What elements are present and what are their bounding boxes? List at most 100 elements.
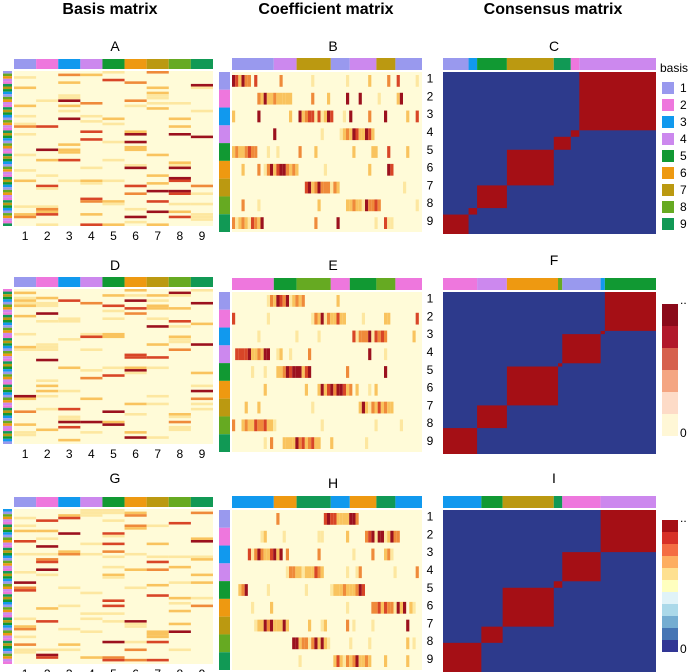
row-annotation-cell (3, 583, 12, 587)
heatmap-cell (102, 573, 125, 577)
heatmap-cell (292, 637, 296, 650)
heatmap-cell (336, 312, 340, 325)
heatmap-cell (247, 217, 251, 229)
heatmap-cell (314, 566, 318, 579)
heatmap-cell (323, 513, 327, 525)
heatmap-cell (368, 383, 372, 396)
sample-annotation-cell (232, 58, 274, 70)
heatmap-cell (244, 419, 248, 432)
heatmap-cell (308, 181, 312, 194)
colorbar-i-segment (662, 616, 678, 628)
basis-annotation-cell (80, 59, 103, 69)
basis-annotation-cell (36, 497, 59, 507)
heatmap-cell (260, 619, 264, 632)
heatmap-cell (292, 437, 296, 449)
heatmap-cell (263, 530, 267, 543)
heatmap-cell (238, 584, 242, 596)
row-annotation-cell (219, 616, 230, 635)
heatmap-cell (365, 437, 369, 449)
heatmap-cell (168, 630, 191, 633)
heatmap-cell (317, 199, 321, 212)
heatmap-cell (80, 120, 103, 123)
row-annotation-cell (3, 353, 12, 357)
consensus-block (600, 330, 605, 335)
row-annotation-cell (219, 107, 230, 126)
row-annotation-cell (3, 571, 12, 574)
heatmap-cell (352, 513, 356, 525)
heatmap-cell (124, 353, 147, 357)
heatmap-cell (58, 604, 81, 608)
heatmap-cell (232, 312, 236, 325)
heatmap-cell (102, 420, 125, 424)
heatmap-cell (146, 635, 169, 639)
heatmap-cell (58, 407, 81, 411)
heatmap-cell (263, 348, 267, 361)
row-annotation-cell (3, 314, 12, 318)
heatmap-cell (36, 379, 59, 382)
heatmap-cell (327, 637, 331, 650)
consensus-annotation-cell (481, 496, 503, 508)
heatmap-cell (257, 217, 261, 229)
consensus-annotation-cell (600, 278, 605, 290)
heatmap-cell (279, 366, 283, 378)
consensus-annotation-cell (502, 496, 554, 508)
sample-annotation-cell (376, 58, 396, 70)
heatmap-cell (36, 358, 59, 362)
sample-annotation-cell (395, 278, 422, 290)
row-annotation-cell (3, 560, 12, 564)
heatmap-cell (102, 78, 125, 82)
consensus-annotation-cell (562, 278, 601, 290)
heatmap-cell (260, 348, 264, 361)
heatmap-cell (190, 389, 213, 393)
colorbar-i-min-label: 0 (680, 642, 687, 656)
row-annotation-cell (3, 402, 12, 406)
heatmap-cell (276, 92, 280, 105)
row-annotation-cell (3, 309, 12, 313)
consensus-annotation-cell (506, 278, 559, 290)
row-annotation-cell (3, 164, 12, 167)
heatmap-cell (270, 548, 274, 561)
heatmap-cell (308, 366, 312, 378)
heatmap-cell (190, 402, 213, 406)
heatmap-cell (399, 601, 403, 614)
heatmap-cell (14, 552, 37, 556)
legend-label: 2 (680, 98, 687, 112)
row-annotation-cell (3, 125, 12, 128)
legend-swatch (662, 184, 674, 196)
x-tick-label: 7 (154, 447, 161, 461)
row-annotation-cell (3, 86, 12, 90)
heatmap-cell (102, 604, 125, 608)
heatmap-cell (320, 566, 324, 579)
heatmap-cell (58, 648, 81, 652)
row-annotation-cell (3, 335, 12, 339)
heatmap-cell (266, 584, 270, 596)
heatmap-cell (314, 110, 318, 123)
heatmap-cell (266, 92, 270, 105)
heatmap-cell (266, 548, 270, 561)
heatmap-cell (14, 215, 37, 219)
heatmap-cell (190, 213, 213, 216)
row-annotation-cell (3, 392, 12, 395)
heatmap-cell (102, 565, 125, 569)
heatmap-cell (257, 401, 261, 414)
heatmap-cell (80, 223, 103, 226)
heatmap-cell (251, 217, 255, 229)
heatmap-cell (241, 199, 245, 212)
row-annotation-cell (3, 614, 12, 618)
row-annotation-cell (3, 405, 12, 408)
heatmap-cell (374, 146, 378, 158)
row-annotation-cell (219, 125, 230, 144)
row-annotation-cell (3, 322, 12, 326)
colorbar-i-segment (662, 568, 678, 580)
colorbar-f-segment (662, 326, 678, 348)
heatmap-cell (308, 637, 312, 650)
row-annotation-cell (3, 78, 12, 82)
heatmap-cell (80, 630, 103, 633)
heatmap-cell (251, 146, 255, 158)
heatmap-cell (146, 633, 169, 636)
legend-label: 6 (680, 166, 687, 180)
heatmap-cell (102, 332, 125, 336)
row-annotation-cell (3, 565, 12, 569)
heatmap-cell (361, 655, 365, 667)
heatmap-cell (58, 109, 81, 113)
